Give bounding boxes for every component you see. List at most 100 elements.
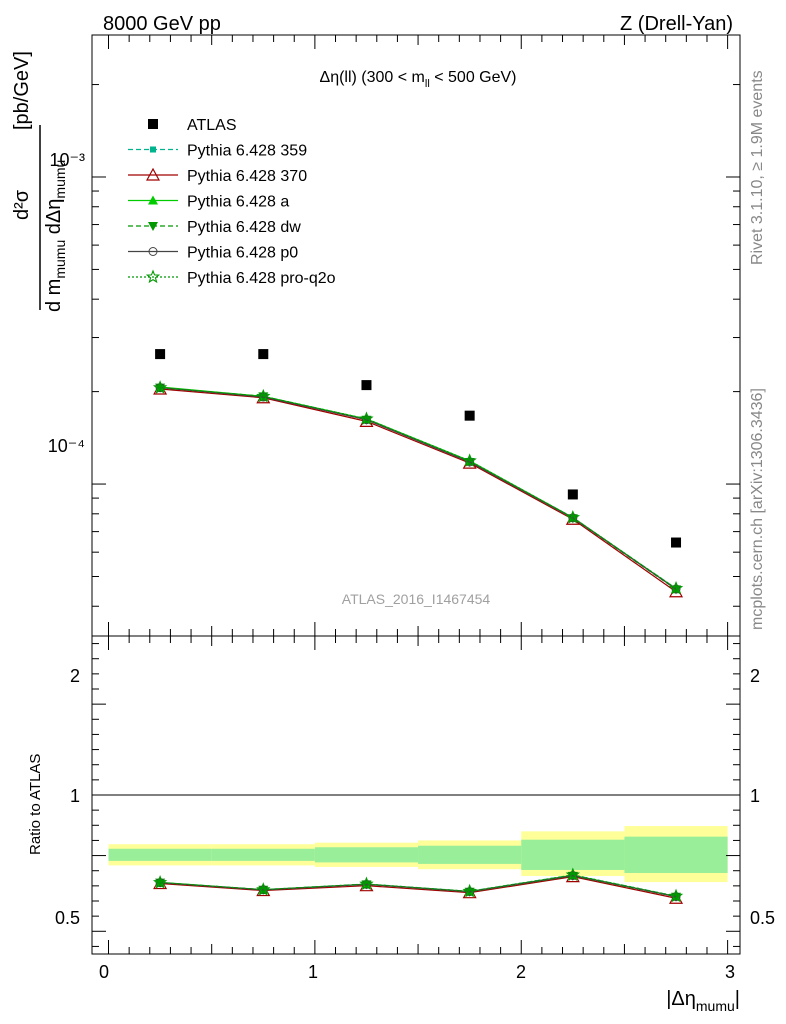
- ylabel-denominator: d mmumu dΔηmumu: [43, 160, 68, 312]
- ratio-y-tick-label-2: 2: [70, 666, 80, 686]
- ratio-panel-frame: [91, 635, 741, 955]
- header-right: Z (Drell-Yan): [620, 13, 733, 35]
- xlabel-end: |: [735, 988, 740, 1010]
- main-point-pythia-6-428-pro-q2o: [462, 453, 477, 467]
- mcplots-label: mcplots.cern.ch [arXiv:1306.3436]: [749, 388, 766, 630]
- ratio-y-axis-label: Ratio to ATLAS: [27, 754, 44, 855]
- legend-label-pythia-6-428-370: Pythia 6.428 370: [187, 168, 307, 185]
- ratio-point-pythia-6-428-p0: [465, 887, 475, 897]
- main-y-axis-label: d²σ d mmumu dΔηmumu [pb/GeV]: [11, 51, 68, 312]
- legend-marker-atlas: [148, 119, 158, 129]
- main-line-pythia-6-428-pro-q2o: [160, 387, 677, 589]
- main-panel-data: [155, 349, 682, 548]
- atlas-data-point: [671, 537, 682, 548]
- main-point-pythia-6-428-pro-q2o: [256, 388, 271, 403]
- ratio-line-pythia-6-428-359: [160, 874, 677, 897]
- ratio-point-pythia-6-428-pro-q2o: [565, 867, 580, 882]
- main-line-pythia-6-428-370: [160, 388, 677, 593]
- ratio-y-tick-label-1-right: 1: [750, 786, 760, 806]
- ratio-point-pythia-6-428-p0: [568, 871, 578, 881]
- atlas-data-point: [155, 349, 166, 360]
- main-y-tick-label-1e-3: 10⁻³: [49, 150, 85, 170]
- ylabel-denom-sub2: mumu: [52, 160, 68, 199]
- legend-label-pythia-6-428-p0: Pythia 6.428 p0: [187, 245, 298, 262]
- ratio-point-pythia-6-428-p0: [361, 879, 371, 889]
- ratio-band-inner: [521, 839, 625, 870]
- title-sub: ll: [425, 78, 430, 90]
- legend: ATLAS Pythia 6.428 359 Pythia 6.428 370 Pyt…: [128, 117, 336, 287]
- main-y-tick-labels: 10⁻³ 10⁻⁴: [48, 150, 85, 456]
- ratio-point-pythia-6-428-pro-q2o: [359, 876, 374, 891]
- ratio-y-tick-label-0-5-right: 0.5: [750, 908, 775, 928]
- ratio-band-inner: [108, 848, 212, 861]
- x-tick-label-2: 2: [516, 962, 526, 982]
- main-line-pythia-6-428-p0: [160, 387, 677, 590]
- main-line-pythia-6-428-359: [160, 387, 677, 589]
- ratio-panel-series: [152, 867, 684, 904]
- ratio-band-inner: [624, 836, 728, 873]
- ratio-line-pythia-6-428-370: [160, 876, 677, 899]
- ratio-y-tick-label-0-5: 0.5: [55, 908, 80, 928]
- x-tick-label-0: 0: [99, 962, 109, 982]
- ratio-y-tick-label-1: 1: [70, 786, 80, 806]
- main-point-pythia-6-428-pro-q2o: [152, 380, 168, 394]
- legend-marker-pythia-6-428-dw: [148, 222, 158, 231]
- ratio-y-tick-label-2-right: 2: [750, 666, 760, 686]
- legend-label-pythia-6-428-pro-q2o: Pythia 6.428 pro-q2o: [187, 270, 336, 287]
- plot-title: Δη(ll) (300 < mll < 500 GeV): [320, 69, 517, 90]
- rivet-label: Rivet 3.1.10, ≥ 1.9M events: [749, 70, 766, 265]
- legend-marker-pythia-6-428-pro-q2o: [145, 269, 161, 284]
- ratio-point-pythia-6-428-pro-q2o: [462, 883, 477, 898]
- atlas-data-point: [464, 410, 475, 421]
- ylabel-denom-d: d m: [43, 279, 65, 312]
- legend-marker-pythia-6-428-370: [145, 167, 161, 181]
- legend-label-pythia-6-428-dw: Pythia 6.428 dw: [187, 219, 301, 236]
- xlabel-main: |Δη: [666, 988, 696, 1010]
- main-point-pythia-6-428-p0: [361, 415, 371, 425]
- ylabel-denom-sub1: mumu: [52, 240, 68, 279]
- ratio-line-pythia-6-428-pro-q2o: [160, 874, 677, 897]
- ratio-y-tick-labels: 0.5 1 2 0.5 1 2: [55, 666, 775, 928]
- main-point-pythia-6-428-p0: [568, 513, 578, 523]
- x-axis-label: |Δηmumu|: [666, 988, 740, 1014]
- legend-label-pythia-6-428-a: Pythia 6.428 a: [187, 194, 289, 211]
- atlas-data-point: [258, 349, 269, 360]
- main-line-pythia-6-428-a: [160, 386, 677, 590]
- ratio-band-inner: [418, 845, 522, 864]
- ylabel-unit: [pb/GeV]: [11, 51, 33, 130]
- ratio-line-pythia-6-428-dw: [160, 875, 677, 898]
- ratio-point-pythia-6-428-pro-q2o: [256, 882, 271, 896]
- atlas-data-point: [361, 380, 372, 391]
- legend-label-pythia-6-428-359: Pythia 6.428 359: [187, 143, 307, 160]
- title-prefix: Δη(ll) (300 < m: [320, 69, 425, 86]
- ratio-point-pythia-6-428-pro-q2o: [152, 875, 168, 889]
- header-left: 8000 GeV pp: [103, 13, 221, 35]
- main-y-tick-label-1e-4: 10⁻⁴: [48, 436, 85, 456]
- ratio-line-pythia-6-428-a: [160, 874, 677, 898]
- atlas-data-point: [567, 489, 578, 500]
- ratio-band-inner: [314, 847, 419, 863]
- legend-label-atlas: ATLAS: [187, 117, 237, 134]
- ylabel-numerator: d²σ: [11, 189, 33, 220]
- ratio-line-pythia-6-428-p0: [160, 874, 677, 898]
- main-point-pythia-6-428-pro-q2o: [359, 411, 374, 425]
- legend-marker-pythia-6-428-p0: [148, 247, 158, 256]
- ratio-point-pythia-6-428-p0: [671, 892, 681, 902]
- main-panel-series: [152, 380, 684, 598]
- x-tick-labels: 0 1 2 3: [99, 962, 735, 982]
- main-line-pythia-6-428-dw: [160, 387, 677, 590]
- ratio-panel-ticks: [92, 636, 740, 954]
- ratio-point-pythia-6-428-pro-q2o: [668, 888, 684, 903]
- main-point-pythia-6-428-p0: [465, 457, 475, 467]
- main-point-pythia-6-428-pro-q2o: [668, 580, 684, 595]
- x-tick-label-1: 1: [308, 962, 318, 982]
- ratio-uncertainty-bands: [108, 826, 728, 883]
- title-suffix: < 500 GeV): [430, 69, 517, 86]
- main-panel-ticks: [92, 35, 740, 636]
- ratio-band-inner: [211, 848, 315, 861]
- ratio-point-pythia-6-428-dw: [464, 887, 475, 897]
- ratio-point-pythia-6-428-dw: [567, 871, 578, 881]
- main-point-pythia-6-428-p0: [258, 392, 268, 402]
- legend-marker-pythia-6-428-359: [150, 146, 156, 153]
- ylabel-denom-mid: dΔη: [43, 199, 65, 240]
